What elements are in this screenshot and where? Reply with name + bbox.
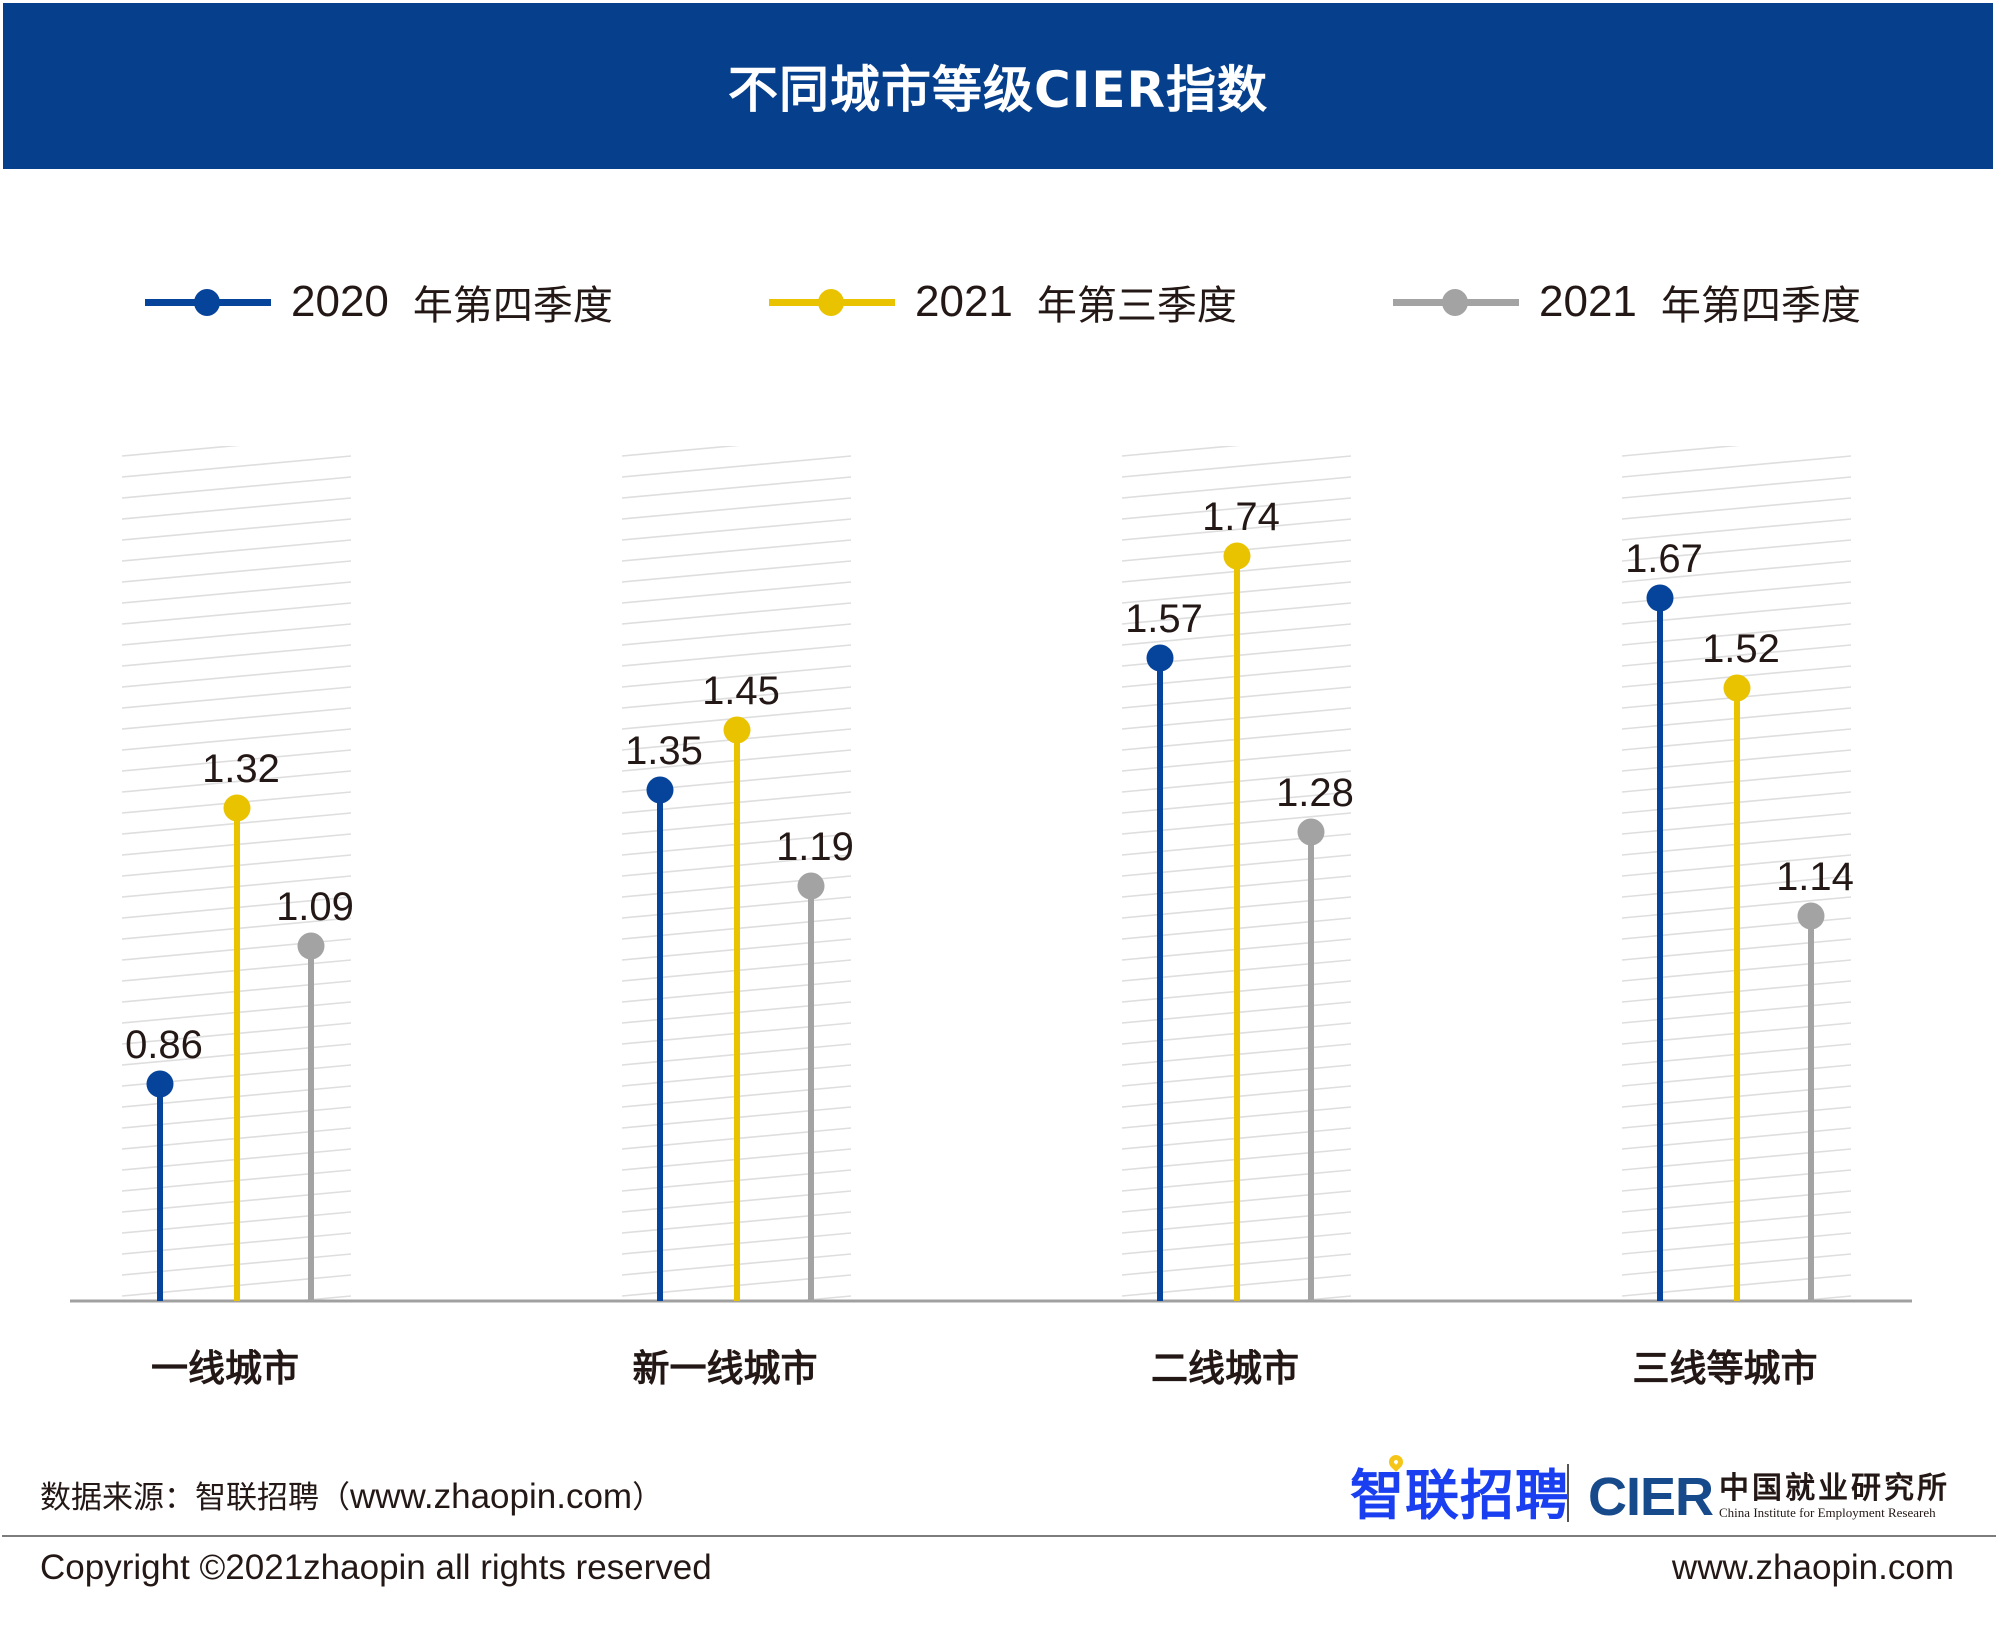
legend-quarter: 年第四季度 — [1660, 283, 1861, 329]
lollipop-dot — [1797, 902, 1825, 930]
legend-quarter: 年第四季度 — [412, 283, 613, 329]
legend-year: 2021 — [1539, 277, 1637, 326]
legend: 2020 年第四季度 2021 年第三季度 2021 年第四季度 — [0, 272, 1996, 332]
legend-quarter: 年第三季度 — [1036, 283, 1237, 329]
data-label: 1.74 — [1202, 495, 1280, 539]
source-label: 数据来源：智联招聘（ — [40, 1480, 350, 1516]
data-label: 1.45 — [702, 669, 780, 713]
cier-logo: CIER 中国就业研究所 China Institute for Employm… — [1588, 1466, 1950, 1528]
data-label: 1.32 — [202, 747, 280, 791]
lollipop-dot — [1223, 542, 1251, 570]
header-banner: 不同城市等级CIER指数 — [3, 3, 1993, 169]
data-label: 1.67 — [1625, 537, 1703, 581]
legend-item-2021-q3: 2021 年第三季度 — [769, 272, 1237, 332]
logo-divider — [1567, 1464, 1569, 1522]
copyright: Copyright ©2021zhaopin all rights reserv… — [40, 1548, 712, 1587]
legend-item-2020-q4: 2020 年第四季度 — [145, 272, 613, 332]
lollipop-dot — [723, 716, 751, 744]
data-label: 1.52 — [1702, 627, 1780, 671]
lollipop-dot — [1297, 818, 1325, 846]
zhaopin-logo: 智联招聘 — [1350, 1451, 1570, 1527]
data-label: 1.28 — [1276, 771, 1354, 815]
lollipop-chart: 0.86 1.35 1.57 1.67 1.32 1.45 1.74 1.52 1.09 1.19… — [70, 446, 1912, 1390]
legend-year: 2020 — [291, 277, 389, 326]
category-label: 新一线城市 — [633, 1347, 818, 1390]
data-label: 1.35 — [625, 729, 703, 773]
data-source: 数据来源：智联招聘（www.zhaopin.com） — [40, 1472, 663, 1517]
lollipop-dot — [646, 776, 674, 804]
category-label: 二线城市 — [1151, 1347, 1299, 1390]
lollipop-dot — [1646, 584, 1674, 612]
legend-item-2021-q4: 2021 年第四季度 — [1393, 272, 1861, 332]
legend-year: 2021 — [915, 277, 1013, 326]
lollipop-dot — [297, 932, 325, 960]
legend-marker-icon — [145, 272, 271, 332]
lollipop-dot — [797, 872, 825, 900]
data-label: 1.57 — [1125, 597, 1203, 641]
lollipop-dot — [1146, 644, 1174, 672]
lollipop-dot — [146, 1070, 174, 1098]
cier-name-en: China Institute for Employment Researeh — [1719, 1505, 1936, 1520]
legend-marker-icon — [1393, 272, 1519, 332]
cier-mark: CIER — [1588, 1467, 1714, 1527]
category-label: 一线城市 — [151, 1347, 299, 1390]
category-label: 三线等城市 — [1633, 1347, 1818, 1390]
source-url: www.zhaopin.com — [350, 1477, 633, 1516]
lollipop-dot — [1723, 674, 1751, 702]
website-link[interactable]: www.zhaopin.com — [1671, 1548, 1954, 1587]
data-label: 1.09 — [276, 885, 354, 929]
zhaopin-logo-pin-char: 智 — [1350, 1451, 1406, 1530]
zhaopin-logo-text: 联招聘 — [1405, 1463, 1570, 1527]
data-label: 1.14 — [1776, 855, 1854, 899]
legend-marker-icon — [769, 272, 895, 332]
cier-name-cn: 中国就业研究所 — [1719, 1471, 1951, 1506]
data-label: 0.86 — [125, 1023, 203, 1067]
lollipop-dot — [223, 794, 251, 822]
source-close: ） — [632, 1480, 664, 1516]
data-label: 1.19 — [776, 825, 854, 869]
chart-title: 不同城市等级CIER指数 — [728, 61, 1268, 119]
footer-divider — [2, 1535, 1996, 1537]
